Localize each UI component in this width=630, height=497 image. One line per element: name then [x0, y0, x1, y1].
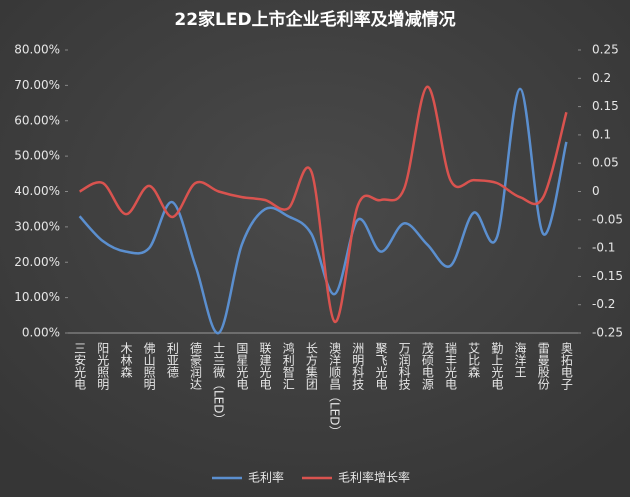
y-tick-label: 50.00%: [14, 149, 60, 163]
x-tick-label: 洲明科技: [351, 342, 365, 390]
y-tick-label: 70.00%: [14, 78, 60, 92]
y2-tick-label: 0: [592, 184, 600, 198]
x-tick-label: 鸿利智汇: [281, 342, 295, 390]
x-tick-label: 茂硕电源: [420, 342, 434, 391]
y2-tick-label: -0.25: [592, 326, 623, 340]
x-tick-label: 奥拓电子: [559, 342, 573, 390]
y2-tick-label: -0.2: [592, 297, 615, 311]
x-tick-label: 利亚德: [165, 342, 179, 378]
y-tick-label: 30.00%: [14, 219, 60, 233]
x-tick-label: 澳洋顺昌（LED）: [328, 342, 342, 438]
y-tick-label: 10.00%: [14, 290, 60, 304]
y2-tick-label: 0.15: [592, 99, 619, 113]
y-tick-label: 40.00%: [14, 184, 60, 198]
y2-tick-label: -0.1: [592, 241, 615, 255]
x-tick-label: 佛山照明: [142, 342, 156, 391]
y2-tick-label: 0.05: [592, 156, 619, 170]
legend-label: 毛利率: [248, 470, 284, 485]
x-tick-label: 瑞丰光电: [444, 342, 458, 390]
x-tick-label: 聚飞光电: [374, 342, 388, 390]
x-tick-label: 万润科技: [397, 342, 411, 390]
x-tick-label: 国星光电: [235, 342, 249, 390]
y2-tick-label: 0.2: [592, 71, 611, 85]
x-tick-label: 德豪润达: [189, 341, 203, 390]
y2-tick-label: 0.1: [592, 127, 611, 141]
x-tick-label: 木林森: [119, 342, 133, 378]
x-tick-label: 海洋王: [513, 341, 527, 378]
y-tick-label: 80.00%: [14, 43, 60, 57]
y-tick-label: 0.00%: [22, 326, 60, 340]
y-tick-label: 60.00%: [14, 113, 60, 127]
x-tick-label: 联建光电: [258, 342, 272, 390]
line-series: [79, 85, 568, 323]
x-tick-label: 士兰微（LED）: [212, 342, 226, 426]
chart-title: 22家LED上市企业毛利率及增减情况: [174, 9, 455, 30]
x-tick-label: 三安光电: [73, 342, 87, 390]
x-tick-label: 长方集团: [304, 342, 318, 391]
x-tick-label: 勤上光电: [490, 342, 504, 390]
line-series: [78, 87, 568, 335]
y2-tick-label: -0.15: [592, 269, 623, 283]
x-tick-label: 艾比森: [467, 342, 481, 378]
legend-label: 毛利率增长率: [338, 470, 410, 485]
x-tick-label: 阳光照明: [96, 342, 110, 391]
y2-tick-label: -0.05: [592, 212, 623, 226]
y2-tick-label: 0.25: [592, 43, 619, 57]
x-tick-label: 雷曼股份: [536, 342, 550, 390]
y-tick-label: 20.00%: [14, 255, 60, 269]
